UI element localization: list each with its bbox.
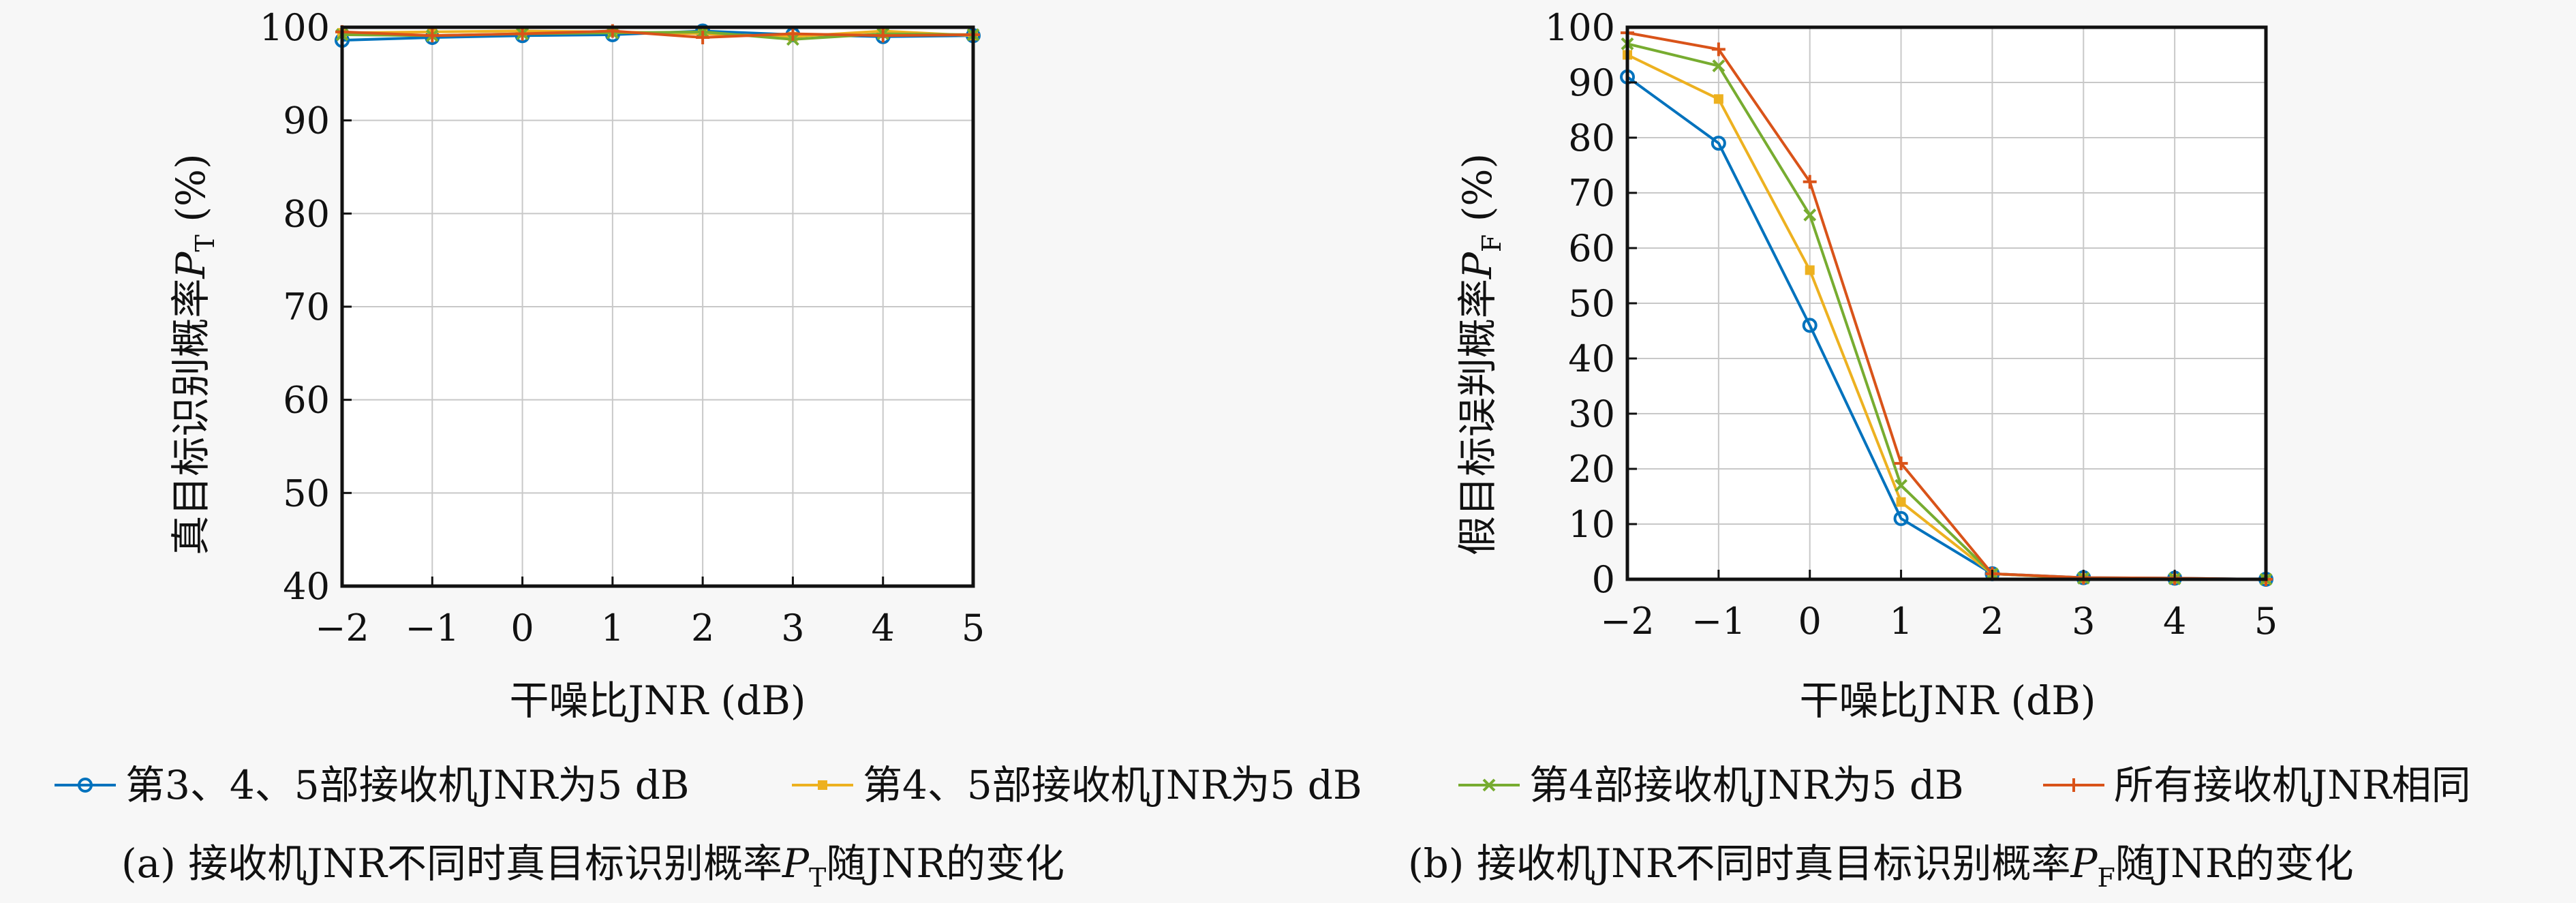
- chart-a-x-tick-label: 1: [601, 607, 624, 649]
- chart-a-y-tick-label: 60: [283, 379, 330, 422]
- legend-marker-4: [2067, 778, 2081, 792]
- chart-b-point-s2-3: [1896, 497, 1906, 507]
- chart-b-point-s4-3: [1894, 456, 1908, 470]
- chart-a-x-tick-label: 0: [510, 607, 534, 649]
- legend-marker-2: [818, 780, 827, 790]
- chart-b-x-tick-label: −2: [1600, 600, 1655, 643]
- chart-b-point-s3-2: [1803, 208, 1817, 221]
- chart-a-x-tick-label: 4: [872, 607, 895, 649]
- legend-label-2: 第4、5部接收机JNR为5 dB: [863, 762, 1362, 808]
- chart-b-x-tick-label: 0: [1798, 600, 1822, 643]
- legend: 第3、4、5部接收机JNR为5 dB 第4、5部接收机JNR为5 dB 第4部接收机…: [55, 762, 2471, 808]
- chart-a-point-s4-4: [696, 31, 710, 45]
- chart-b-point-s1-1: [1711, 136, 1726, 151]
- chart-b-y-tick-label: 20: [1568, 448, 1615, 491]
- legend-label-3: 第4部接收机JNR为5 dB: [1529, 762, 1964, 808]
- chart-b-y-tick-label: 60: [1568, 227, 1615, 270]
- chart-b-x-tick-label: 1: [1889, 600, 1912, 643]
- caption-a: (a) 接收机JNR不同时真目标识别概率PT随JNR的变化: [121, 840, 1064, 893]
- chart-b-x-axis-label: 干噪比JNR (dB): [1799, 677, 2096, 724]
- chart-a-y-tick-label: 50: [283, 472, 330, 515]
- chart-b-point-s2-2: [1805, 265, 1815, 275]
- chart-a-y-tick-label: 70: [283, 286, 330, 328]
- chart-a-x-axis-label: 干噪比JNR (dB): [509, 677, 806, 724]
- chart-b-y-tick-label: 90: [1568, 61, 1615, 104]
- chart-b-y-tick-label: 40: [1568, 337, 1615, 380]
- chart-a-y-tick-label: 100: [260, 6, 330, 49]
- chart-b-point-s4-1: [1711, 42, 1726, 57]
- svg-text:真目标识别概率PT (%): 真目标识别概率PT (%): [168, 153, 220, 555]
- chart-b-y-tick-label: 10: [1568, 503, 1615, 546]
- chart-b-x-tick-label: 4: [2163, 600, 2186, 643]
- chart-b-x-tick-label: −1: [1691, 600, 1746, 643]
- chart-b-point-s3-1: [1712, 59, 1726, 73]
- chart-b-y-tick-label: 50: [1568, 282, 1615, 325]
- chart-a: −2 −1 0 1 2 3 4 5 40 50 60 70 80 90 100: [260, 6, 985, 649]
- chart-b-y-axis-label: 假目标误判概率PF (%): [1454, 153, 1507, 555]
- chart-a-y-tick-label: 80: [283, 192, 330, 235]
- legend-label-4: 所有接收机JNR相同: [2114, 762, 2471, 808]
- chart-b-point-s1-2: [1802, 318, 1818, 333]
- chart-b-y-tick-label: 0: [1592, 558, 1615, 601]
- chart-a-point-s4-2: [515, 27, 530, 41]
- chart-a-series-line-4: [341, 29, 974, 39]
- chart-b-point-s3-3: [1895, 478, 1907, 492]
- chart-a-point-s4-6: [876, 29, 890, 43]
- chart-b-y-tick-label: 80: [1568, 117, 1615, 159]
- chart-a-x-tick-label: −2: [315, 607, 369, 649]
- chart-a-x-tick-label: 3: [781, 607, 804, 649]
- chart-a-x-tick-label: −1: [405, 607, 459, 649]
- chart-b-y-tick-label: 30: [1568, 393, 1615, 435]
- chart-a-y-tick-label: 90: [283, 100, 330, 142]
- chart-a-point-s4-1: [425, 29, 440, 43]
- chart-b-point-s4-2: [1803, 174, 1817, 189]
- svg-text:假目标误判概率PF (%): 假目标误判概率PF (%): [1454, 153, 1507, 555]
- chart-b-point-s1-3: [1893, 510, 1909, 526]
- chart-b-point-s2-1: [1713, 94, 1723, 104]
- chart-b-x-tick-label: 5: [2254, 600, 2278, 643]
- chart-a-y-axis-label: 真目标识别概率PT (%): [168, 153, 220, 555]
- chart-a-x-tick-label: 5: [962, 607, 985, 649]
- chart-b-x-tick-label: 3: [2072, 600, 2095, 643]
- chart-b-y-tick-label: 70: [1568, 172, 1615, 215]
- chart-b-y-tick-label: 100: [1545, 6, 1615, 49]
- chart-a-x-tick-label: 2: [691, 607, 714, 649]
- chart-a-point-s4-5: [786, 27, 800, 41]
- legend-marker-3: [1482, 778, 1496, 792]
- caption-b: (b) 接收机JNR不同时真目标识别概率PF随JNR的变化: [1408, 840, 2354, 893]
- chart-a-y-tick-label: 40: [283, 565, 330, 608]
- legend-label-1: 第3、4、5部接收机JNR为5 dB: [125, 762, 689, 808]
- legend-marker-1: [78, 778, 93, 793]
- chart-b-x-tick-label: 2: [1980, 600, 2004, 643]
